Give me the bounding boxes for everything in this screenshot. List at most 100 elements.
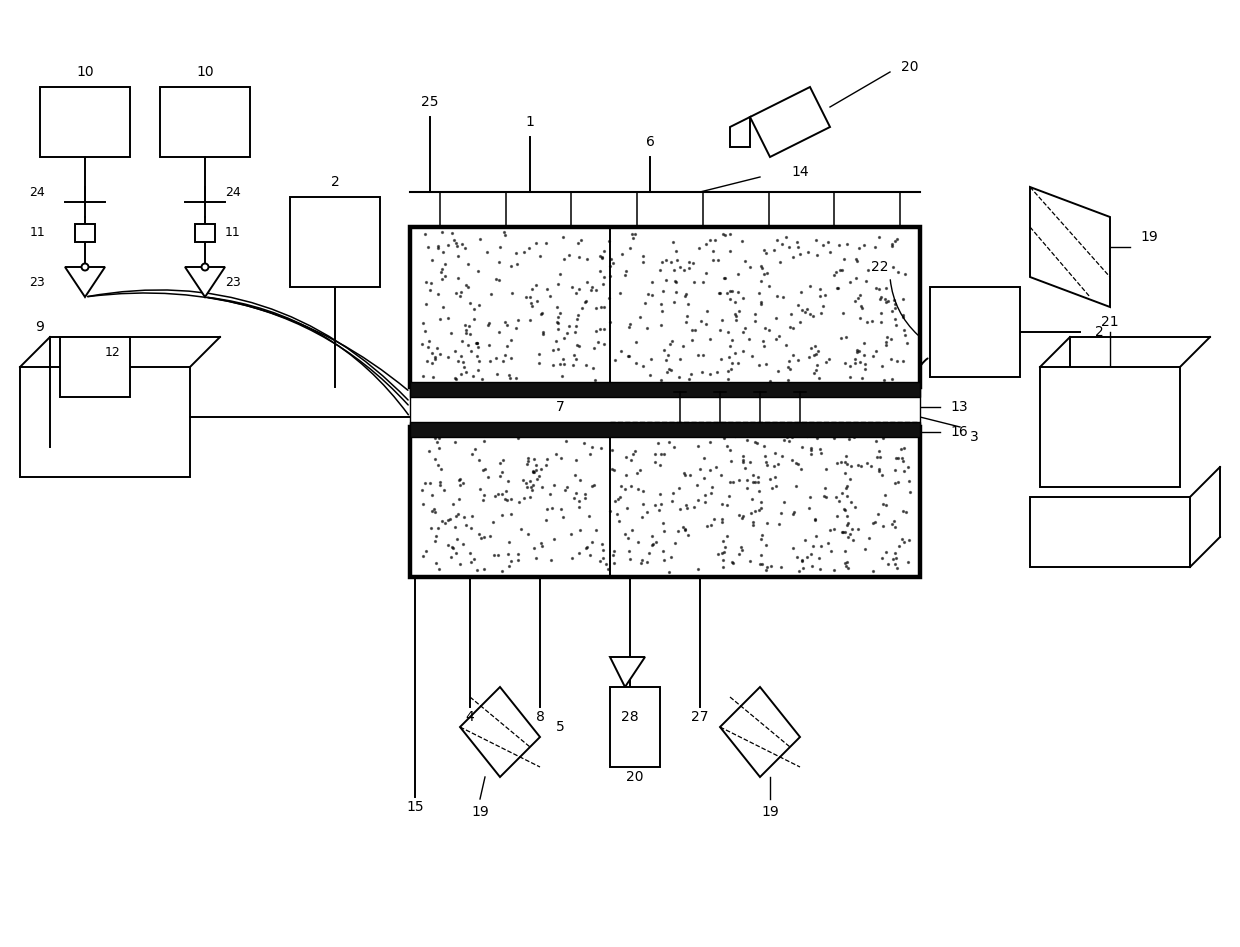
- Point: [601, 252, 621, 267]
- Point: [818, 235, 838, 250]
- Point: [804, 309, 823, 324]
- Point: [885, 296, 905, 312]
- Point: [748, 436, 768, 451]
- Point: [689, 241, 709, 256]
- Point: [744, 517, 764, 532]
- Point: [875, 281, 895, 296]
- Point: [634, 496, 653, 511]
- Point: [723, 556, 743, 571]
- Point: [479, 470, 498, 485]
- Point: [738, 433, 758, 448]
- Point: [771, 560, 791, 575]
- Point: [890, 441, 910, 456]
- Point: [527, 463, 547, 478]
- Point: [553, 229, 573, 244]
- Point: [570, 523, 590, 538]
- Point: [678, 296, 698, 312]
- Point: [723, 474, 743, 490]
- Point: [520, 313, 539, 328]
- Point: [833, 306, 853, 321]
- Point: [873, 518, 893, 533]
- Polygon shape: [720, 687, 800, 777]
- Point: [748, 474, 768, 490]
- Point: [506, 321, 526, 336]
- Point: [657, 348, 677, 363]
- Point: [823, 430, 843, 445]
- Point: [844, 430, 864, 445]
- Point: [547, 299, 567, 314]
- Point: [882, 516, 901, 531]
- Point: [477, 244, 497, 259]
- Point: [792, 439, 812, 455]
- Point: [678, 527, 698, 543]
- Point: [652, 255, 672, 270]
- Point: [486, 272, 506, 287]
- Point: [460, 545, 480, 561]
- Point: [454, 359, 474, 374]
- Point: [744, 467, 764, 482]
- Point: [428, 287, 448, 302]
- Point: [552, 368, 572, 384]
- Point: [579, 509, 599, 524]
- Point: [446, 509, 466, 524]
- Point: [500, 559, 520, 574]
- Point: [733, 509, 753, 524]
- Point: [467, 362, 487, 377]
- Point: [832, 262, 852, 277]
- Point: [852, 300, 872, 315]
- Point: [806, 528, 826, 544]
- Point: [751, 527, 771, 543]
- Point: [460, 318, 480, 333]
- Point: [451, 236, 471, 251]
- Point: [701, 435, 720, 450]
- Point: [518, 425, 538, 440]
- Point: [782, 506, 802, 521]
- Point: [811, 305, 831, 320]
- Point: [735, 253, 755, 268]
- Point: [843, 533, 863, 548]
- Point: [856, 362, 875, 377]
- Point: [653, 516, 673, 531]
- Point: [758, 457, 777, 473]
- Point: [894, 292, 914, 307]
- Point: [826, 490, 846, 505]
- Point: [558, 326, 578, 341]
- Point: [754, 243, 774, 259]
- Point: [532, 307, 552, 322]
- Point: [658, 434, 678, 449]
- Point: [777, 360, 797, 375]
- Point: [563, 357, 583, 372]
- Point: [616, 449, 636, 464]
- Point: [688, 438, 708, 454]
- Point: [756, 537, 776, 552]
- Point: [498, 534, 518, 549]
- Point: [682, 323, 702, 338]
- Point: [894, 534, 914, 549]
- Point: [527, 471, 547, 486]
- Point: [423, 356, 443, 371]
- Point: [461, 520, 481, 535]
- Point: [637, 504, 657, 519]
- Point: [474, 492, 494, 508]
- Point: [444, 233, 464, 248]
- Point: [769, 328, 789, 343]
- Bar: [290, 197, 379, 287]
- Point: [887, 318, 906, 333]
- Point: [432, 264, 451, 279]
- Point: [888, 264, 908, 279]
- Point: [777, 372, 797, 387]
- Point: [815, 480, 835, 495]
- Point: [699, 331, 719, 347]
- Point: [708, 253, 728, 268]
- Point: [680, 468, 699, 483]
- Point: [551, 501, 570, 516]
- Point: [709, 322, 729, 337]
- Point: [486, 350, 506, 366]
- Point: [433, 299, 453, 314]
- Point: [773, 289, 792, 304]
- Point: [899, 532, 919, 547]
- Point: [857, 456, 877, 471]
- Point: [837, 555, 857, 570]
- Point: [898, 459, 918, 474]
- Point: [415, 475, 435, 491]
